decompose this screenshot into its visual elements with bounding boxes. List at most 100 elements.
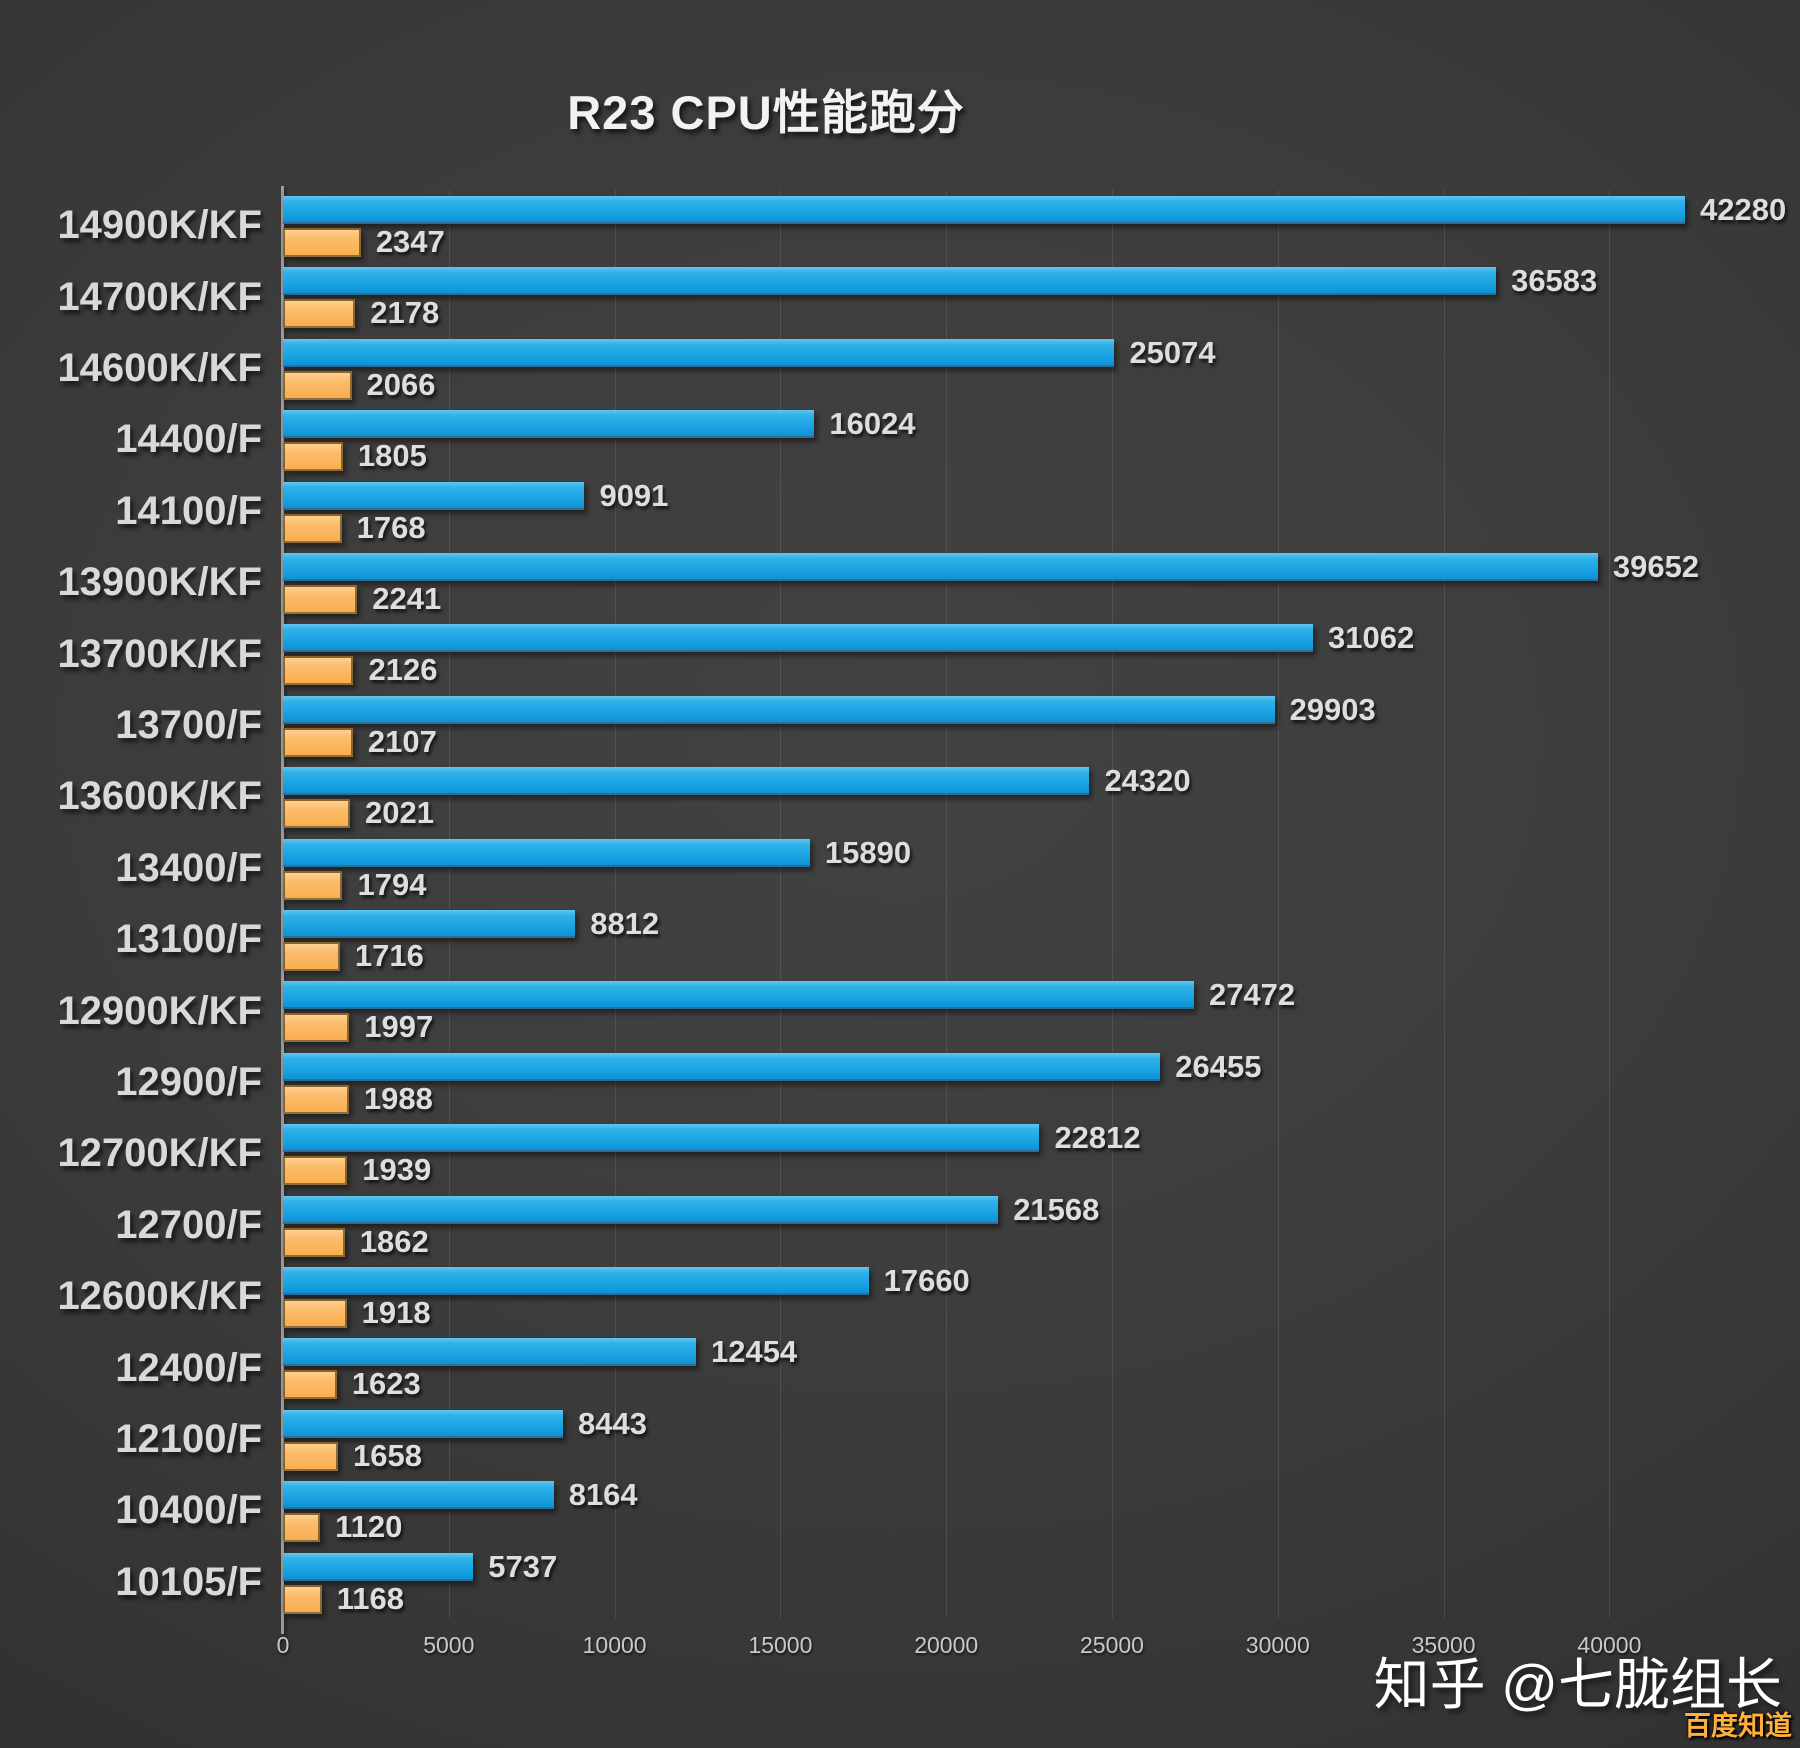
bar-value-orange: 2107 <box>367 723 437 759</box>
bar-blue <box>283 481 585 510</box>
bar-value-blue: 16024 <box>829 406 916 442</box>
bar-value-orange: 2021 <box>365 795 434 831</box>
bar-orange <box>283 228 361 257</box>
category-label: 14400/F <box>115 417 262 462</box>
gridline <box>780 190 782 1618</box>
bar-orange <box>283 513 342 543</box>
category-label: 13700/F <box>115 702 262 747</box>
gridline <box>1277 190 1279 1618</box>
bar-value-blue: 31062 <box>1328 620 1415 656</box>
bar-blue <box>283 1338 696 1367</box>
bar-value-orange: 2066 <box>366 366 436 402</box>
x-tick-label: 20000 <box>914 1632 979 1658</box>
bar-blue <box>283 553 1598 581</box>
bar-blue <box>283 196 1685 224</box>
bar-value-blue: 8164 <box>568 1477 638 1513</box>
bar-blue <box>283 1052 1161 1081</box>
bar-value-blue: 5737 <box>488 1548 558 1584</box>
category-label: 12900K/KF <box>57 988 262 1033</box>
bar-orange <box>283 942 340 971</box>
bar-orange <box>283 727 353 757</box>
bar-blue <box>283 410 815 439</box>
bar-blue <box>283 1195 999 1224</box>
x-tick-label: 0 <box>276 1632 290 1658</box>
bar-orange <box>283 299 356 329</box>
gridline <box>1111 190 1113 1618</box>
bar-orange <box>283 1441 338 1471</box>
category-label: 14600K/KF <box>57 345 262 390</box>
bar-value-orange: 1997 <box>364 1009 434 1045</box>
category-label: 13400/F <box>115 845 262 890</box>
watermark-baidu: 百度知道 <box>1684 1711 1792 1741</box>
gridline <box>614 190 616 1618</box>
bar-blue <box>283 1552 474 1581</box>
bar-orange <box>283 1370 337 1400</box>
bar-value-orange: 1862 <box>359 1223 429 1259</box>
x-tick-label: 15000 <box>748 1632 813 1658</box>
bar-value-blue: 21568 <box>1013 1191 1100 1227</box>
x-tick-label: 10000 <box>582 1632 647 1658</box>
bar-blue <box>283 767 1090 796</box>
bar-orange <box>283 1513 321 1543</box>
category-label: 13600K/KF <box>57 774 262 819</box>
gridline <box>448 190 450 1618</box>
bar-orange <box>283 1227 345 1257</box>
bar-blue <box>283 838 810 867</box>
bar-orange <box>283 442 343 472</box>
bar-blue <box>283 1267 869 1295</box>
category-label: 12700K/KF <box>57 1131 262 1176</box>
bar-value-blue: 36583 <box>1511 263 1598 299</box>
gridline <box>1443 190 1445 1618</box>
category-label: 14700K/KF <box>57 274 262 319</box>
bar-value-orange: 1918 <box>361 1295 431 1330</box>
bar-blue <box>283 624 1313 653</box>
bar-blue <box>283 1481 554 1510</box>
bar-value-orange: 1623 <box>351 1366 421 1402</box>
x-tick-label: 25000 <box>1080 1632 1144 1658</box>
x-tick-label: 5000 <box>423 1632 475 1658</box>
x-tick-label: 30000 <box>1245 1632 1310 1658</box>
bar-value-blue: 8443 <box>577 1405 647 1441</box>
bar-value-orange: 2178 <box>370 295 440 331</box>
x-tick-label: 35000 <box>1411 1632 1476 1658</box>
bar-value-orange: 2241 <box>372 581 442 616</box>
category-label: 13900K/KF <box>57 560 262 605</box>
gridline <box>1609 190 1611 1618</box>
bar-value-orange: 1168 <box>336 1580 404 1616</box>
bar-blue <box>283 695 1275 724</box>
bar-value-blue: 17660 <box>883 1263 970 1298</box>
bar-orange <box>283 799 351 829</box>
category-label: 12400/F <box>115 1345 262 1390</box>
bar-blue <box>283 267 1497 296</box>
bar-value-orange: 1120 <box>335 1509 403 1545</box>
bar-orange <box>283 1156 348 1186</box>
bar-value-blue: 12454 <box>710 1334 798 1370</box>
chart-title: R23 CPU性能跑分 <box>567 86 965 139</box>
gridline <box>946 190 948 1618</box>
bar-blue <box>283 981 1194 1010</box>
bar-value-blue: 42280 <box>1700 192 1787 227</box>
category-label: 12100/F <box>115 1416 262 1461</box>
bar-value-blue: 25074 <box>1129 334 1216 370</box>
plot-area: 0 5000 10000 15000 20000 25000 30000 35000 40000… <box>277 186 1800 1658</box>
bar-blue <box>283 910 576 938</box>
bar-value-blue: 29903 <box>1289 691 1376 727</box>
bar-value-orange: 1988 <box>363 1080 433 1116</box>
bar-value-orange: 1805 <box>357 438 427 474</box>
bar-value-orange: 2347 <box>375 224 445 259</box>
bar-value-orange: 1716 <box>354 938 424 973</box>
bar-blue <box>283 1409 563 1438</box>
bar-orange <box>283 870 343 900</box>
category-label: 10400/F <box>115 1488 262 1533</box>
x-tick-label: 40000 <box>1577 1632 1642 1658</box>
bar-value-blue: 26455 <box>1175 1048 1262 1084</box>
bar-value-orange: 1794 <box>357 866 427 902</box>
bar-value-orange: 1939 <box>362 1152 432 1188</box>
bar-orange <box>283 585 358 614</box>
bar-value-blue: 9091 <box>599 477 669 513</box>
bar-orange <box>283 1013 350 1043</box>
bar-orange <box>283 1584 322 1614</box>
bar-value-orange: 1768 <box>356 509 426 545</box>
